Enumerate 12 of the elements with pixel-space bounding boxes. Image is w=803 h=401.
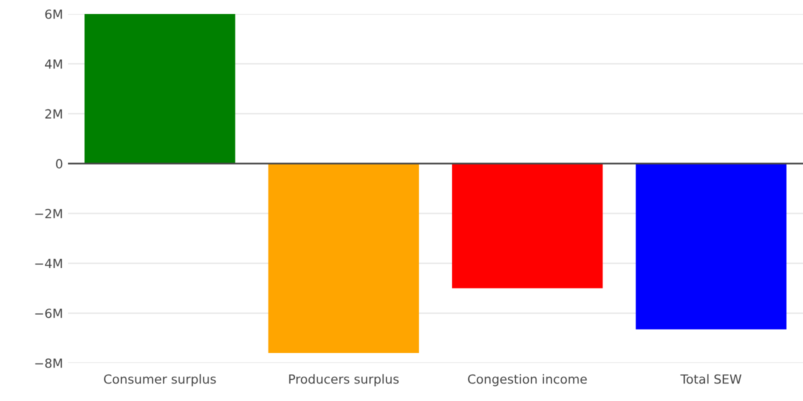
- y-tick-label: −6M: [35, 308, 62, 318]
- y-tick-label: −8M: [35, 358, 62, 368]
- y-tick-label: 6M: [45, 9, 62, 19]
- y-tick-label: 4M: [45, 59, 62, 69]
- x-tick-label: Total SEW: [680, 374, 742, 384]
- y-tick-label: 0: [56, 159, 62, 168]
- y-tick-label: −2M: [35, 208, 62, 218]
- y-tick-label: −4M: [35, 258, 62, 268]
- x-tick-label: Producers surplus: [289, 374, 399, 386]
- x-tick-label: Consumer surplus: [104, 374, 216, 386]
- x-tick-label: Congestion income: [468, 374, 587, 386]
- y-tick-label: 2M: [45, 109, 62, 118]
